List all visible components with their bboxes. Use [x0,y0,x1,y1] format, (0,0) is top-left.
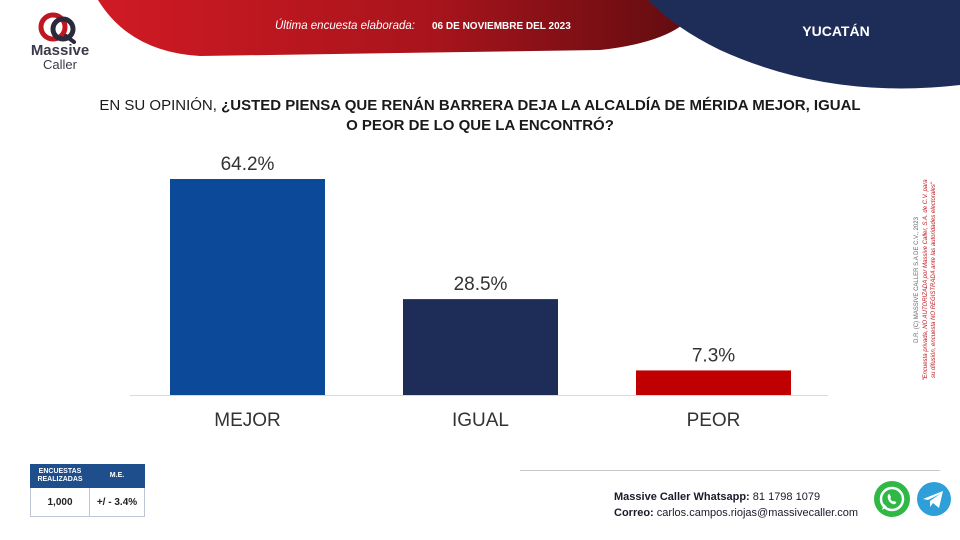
data-label-peor: 7.3% [692,345,735,366]
survey-question: EN SU OPINIÓN, ¿USTED PIENSA QUE RENÁN B… [80,96,880,136]
email-label: Correo: [614,507,654,519]
header-surveys: ENCUESTAS REALIZADAS [30,464,90,488]
bar-mejor [170,179,325,395]
email-contact: Correo: carlos.campos.riojas@massivecall… [614,505,858,521]
telegram-icon[interactable] [914,479,954,519]
whatsapp-contact: Massive Caller Whatsapp: 81 1798 1079 [614,489,858,505]
survey-date-value: 06 DE NOVIEMBRE DEL 2023 [432,21,571,32]
legal-line-unregistered: su difusión, encuesta NO REGISTRADA ante… [931,181,937,378]
data-label-mejor: 64.2% [221,154,275,175]
footer-divider [520,470,940,471]
question-text-line2: O PEOR DE LO QUE LA ENCONTRÓ? [346,117,614,134]
legal-line-copyright: D.R. (C) MASSIVE CALLER S.A DE C.V., 202… [914,216,920,342]
legal-line-private: "Encuesta privada, NO AUTORIZADA por Mas… [923,179,929,381]
category-label-mejor: MEJOR [214,410,281,431]
survey-date-label: Última encuesta elaborada: [275,20,415,32]
surveys-count: 1,000 [30,487,90,517]
logo-text-caller: Caller [43,57,77,72]
region-label: YUCATÁN [802,23,870,39]
logo-text-massive: Massive [30,42,90,59]
bar-igual [403,299,558,395]
red-header-band [98,0,700,56]
navy-header-arc [648,0,960,89]
sample-size-table: ENCUESTAS REALIZADAS M.E. 1,000 +/ - 3.4… [30,464,145,517]
legal-notice: D.R. (C) MASSIVE CALLER S.A DE C.V., 202… [914,179,937,381]
data-label-igual: 28.5% [454,274,508,295]
category-label-igual: IGUAL [452,410,509,431]
category-label-peor: PEOR [687,410,741,431]
massive-caller-logo-icon [38,12,76,44]
contact-info: Massive Caller Whatsapp: 81 1798 1079 Co… [614,489,858,521]
whatsapp-icon[interactable] [872,479,912,519]
whatsapp-label: Massive Caller Whatsapp: [614,491,750,503]
header-margin-error: M.E. [89,464,145,488]
question-prefix: EN SU OPINIÓN, [99,97,217,114]
whatsapp-number: 81 1798 1079 [752,491,821,503]
bar-peor [636,370,791,395]
question-text-line1: ¿USTED PIENSA QUE RENÁN BARRERA DEJA LA … [221,97,861,114]
email-address[interactable]: carlos.campos.riojas@massivecaller.com [656,507,859,519]
margin-of-error: +/ - 3.4% [89,487,145,517]
